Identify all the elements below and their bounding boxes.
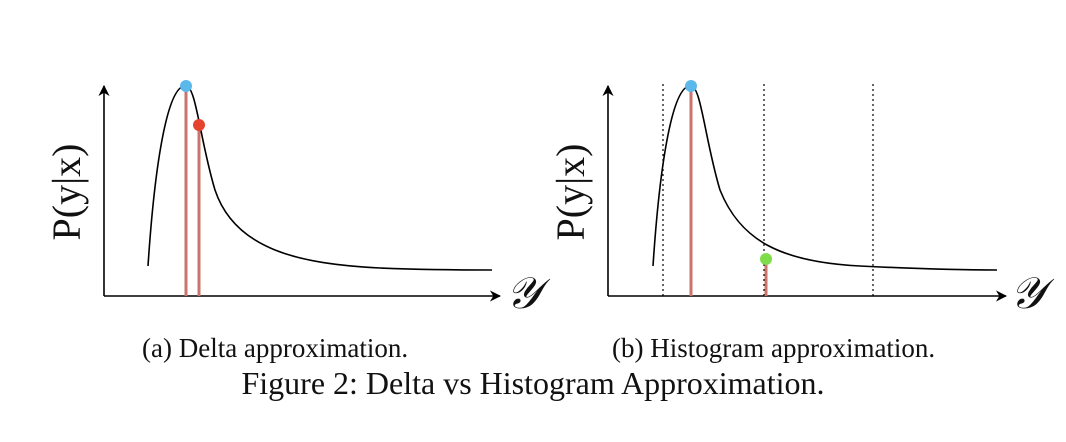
panel-b-curve xyxy=(652,85,998,271)
panel-b-mode-point xyxy=(685,80,697,92)
panel-b: P(y|x) 𝒴 xyxy=(548,80,1055,318)
panel-b-y-label: P(y|x) xyxy=(548,144,593,241)
panel-b-sample-point xyxy=(760,253,772,265)
panel-a-curve xyxy=(147,85,493,271)
panel-b-caption: (b) Histogram approximation. xyxy=(612,333,936,363)
panel-a-sample-point xyxy=(193,119,205,131)
figure-caption: Figure 2: Delta vs Histogram Approximati… xyxy=(241,365,825,401)
panel-b-x-label: 𝒴 xyxy=(1010,269,1055,318)
panel-a-y-label: P(y|x) xyxy=(44,144,89,241)
panel-a-mode-point xyxy=(180,80,192,92)
panel-a: P(y|x) 𝒴 xyxy=(44,80,551,318)
panel-a-caption: (a) Delta approximation. xyxy=(142,333,409,363)
panel-a-x-label: 𝒴 xyxy=(506,269,551,318)
